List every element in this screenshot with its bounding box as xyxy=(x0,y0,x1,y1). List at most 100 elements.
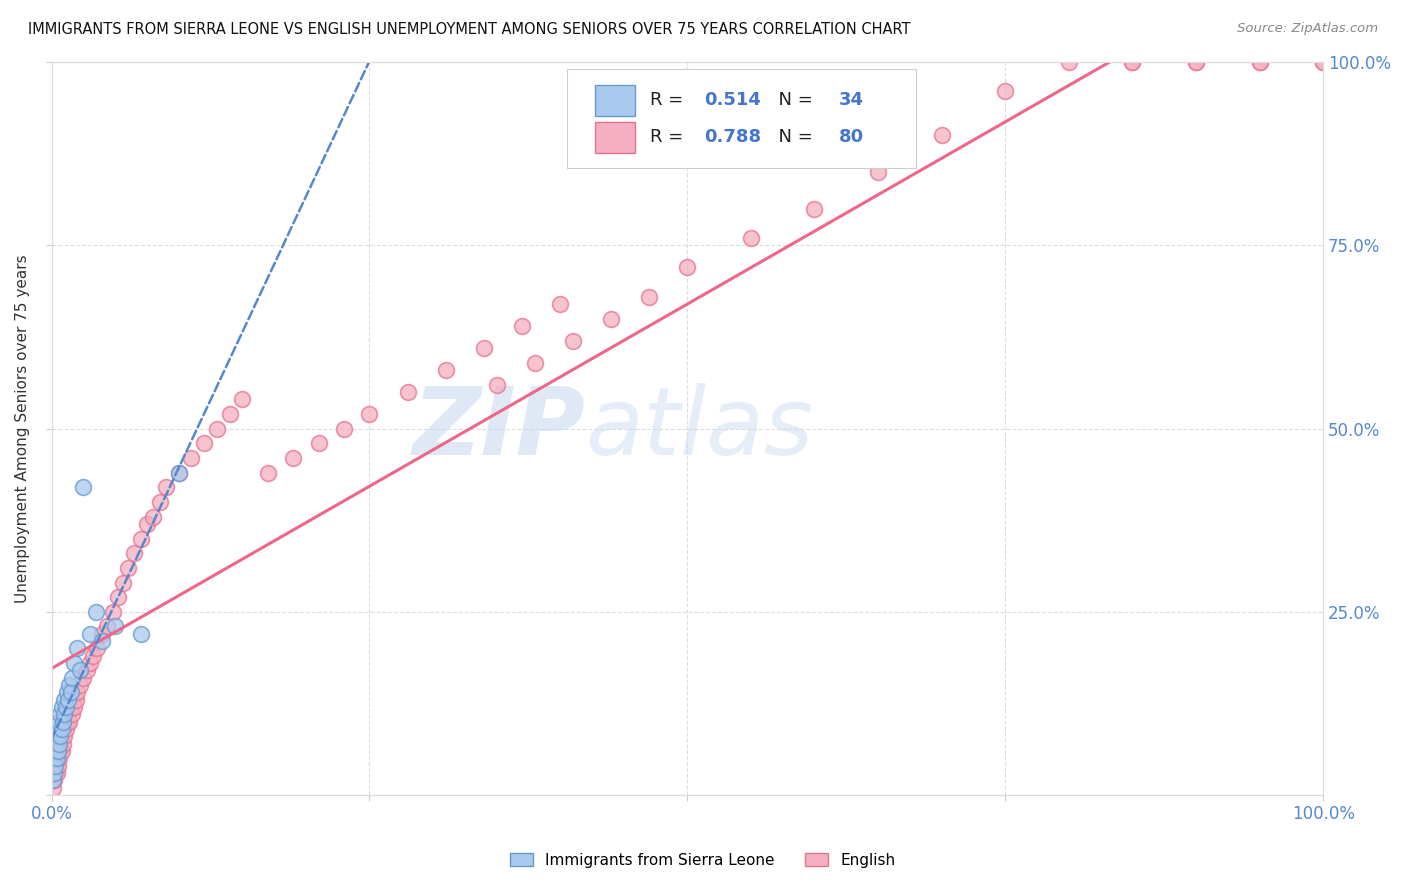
Point xyxy=(868,165,890,179)
Point xyxy=(56,693,79,707)
Point xyxy=(48,737,70,751)
Point xyxy=(53,693,76,707)
Point xyxy=(59,700,82,714)
Point xyxy=(79,627,101,641)
Point xyxy=(510,318,533,333)
Point xyxy=(931,128,953,143)
Point xyxy=(561,334,583,348)
Point xyxy=(45,751,67,765)
Point xyxy=(48,737,70,751)
Point xyxy=(58,714,80,729)
Point xyxy=(63,656,86,670)
Point xyxy=(129,532,152,546)
Point xyxy=(46,744,69,758)
Point xyxy=(96,619,118,633)
Point xyxy=(62,693,84,707)
Point xyxy=(55,700,77,714)
Point xyxy=(396,384,419,399)
Point xyxy=(256,466,278,480)
Point xyxy=(281,450,304,465)
Point xyxy=(76,664,98,678)
Point xyxy=(63,700,86,714)
Point xyxy=(51,722,73,736)
Point xyxy=(60,707,83,722)
Point xyxy=(107,590,129,604)
Point xyxy=(69,664,91,678)
Point xyxy=(53,730,76,744)
Point xyxy=(59,685,82,699)
Point xyxy=(44,737,66,751)
Point xyxy=(56,707,79,722)
Point xyxy=(72,480,94,494)
Point xyxy=(142,509,165,524)
Point xyxy=(46,722,69,736)
Point xyxy=(1121,55,1143,70)
Point xyxy=(42,780,65,795)
Point xyxy=(1185,55,1208,70)
Point xyxy=(91,634,114,648)
Point xyxy=(167,466,190,480)
Point xyxy=(1312,55,1334,70)
Point xyxy=(218,407,240,421)
Point xyxy=(42,766,65,780)
Text: N =: N = xyxy=(768,91,818,110)
Point xyxy=(84,605,107,619)
Text: IMMIGRANTS FROM SIERRA LEONE VS ENGLISH UNEMPLOYMENT AMONG SENIORS OVER 75 YEARS: IMMIGRANTS FROM SIERRA LEONE VS ENGLISH … xyxy=(28,22,911,37)
Point xyxy=(55,722,77,736)
Point xyxy=(193,436,215,450)
Point xyxy=(523,356,546,370)
FancyBboxPatch shape xyxy=(595,122,636,153)
Point xyxy=(42,773,65,788)
Point xyxy=(1057,55,1080,70)
Text: atlas: atlas xyxy=(586,383,814,475)
Point xyxy=(49,707,72,722)
Point xyxy=(48,714,70,729)
Point xyxy=(205,421,228,435)
Point xyxy=(66,641,89,656)
Point xyxy=(111,575,134,590)
Point xyxy=(56,685,79,699)
Point xyxy=(65,693,87,707)
Point xyxy=(86,641,108,656)
Text: R =: R = xyxy=(651,91,689,110)
Point xyxy=(52,714,75,729)
Point xyxy=(69,678,91,692)
Point xyxy=(49,730,72,744)
Text: 0.514: 0.514 xyxy=(704,91,761,110)
Point xyxy=(308,436,330,450)
Point xyxy=(45,751,67,765)
Point xyxy=(472,341,495,355)
Point xyxy=(101,605,124,619)
Point xyxy=(79,656,101,670)
Point xyxy=(149,495,172,509)
Point xyxy=(82,648,104,663)
Text: R =: R = xyxy=(651,128,689,146)
FancyBboxPatch shape xyxy=(567,70,917,169)
Text: Source: ZipAtlas.com: Source: ZipAtlas.com xyxy=(1237,22,1378,36)
Point xyxy=(180,450,202,465)
Point xyxy=(333,421,356,435)
Point xyxy=(44,766,66,780)
Point xyxy=(155,480,177,494)
Point xyxy=(803,202,825,216)
Point xyxy=(53,707,76,722)
Point xyxy=(42,773,65,788)
Point xyxy=(72,671,94,685)
Point xyxy=(1312,55,1334,70)
Point xyxy=(548,297,571,311)
Point xyxy=(48,751,70,765)
Point xyxy=(46,758,69,772)
Point xyxy=(51,722,73,736)
Point xyxy=(638,290,661,304)
Point xyxy=(1249,55,1271,70)
Point xyxy=(44,758,66,772)
Point xyxy=(52,737,75,751)
Text: 0.788: 0.788 xyxy=(704,128,761,146)
FancyBboxPatch shape xyxy=(595,85,636,116)
Point xyxy=(135,516,157,531)
Point xyxy=(231,392,253,407)
Point xyxy=(129,627,152,641)
Point xyxy=(600,311,623,326)
Point xyxy=(104,619,127,633)
Text: ZIP: ZIP xyxy=(413,383,586,475)
